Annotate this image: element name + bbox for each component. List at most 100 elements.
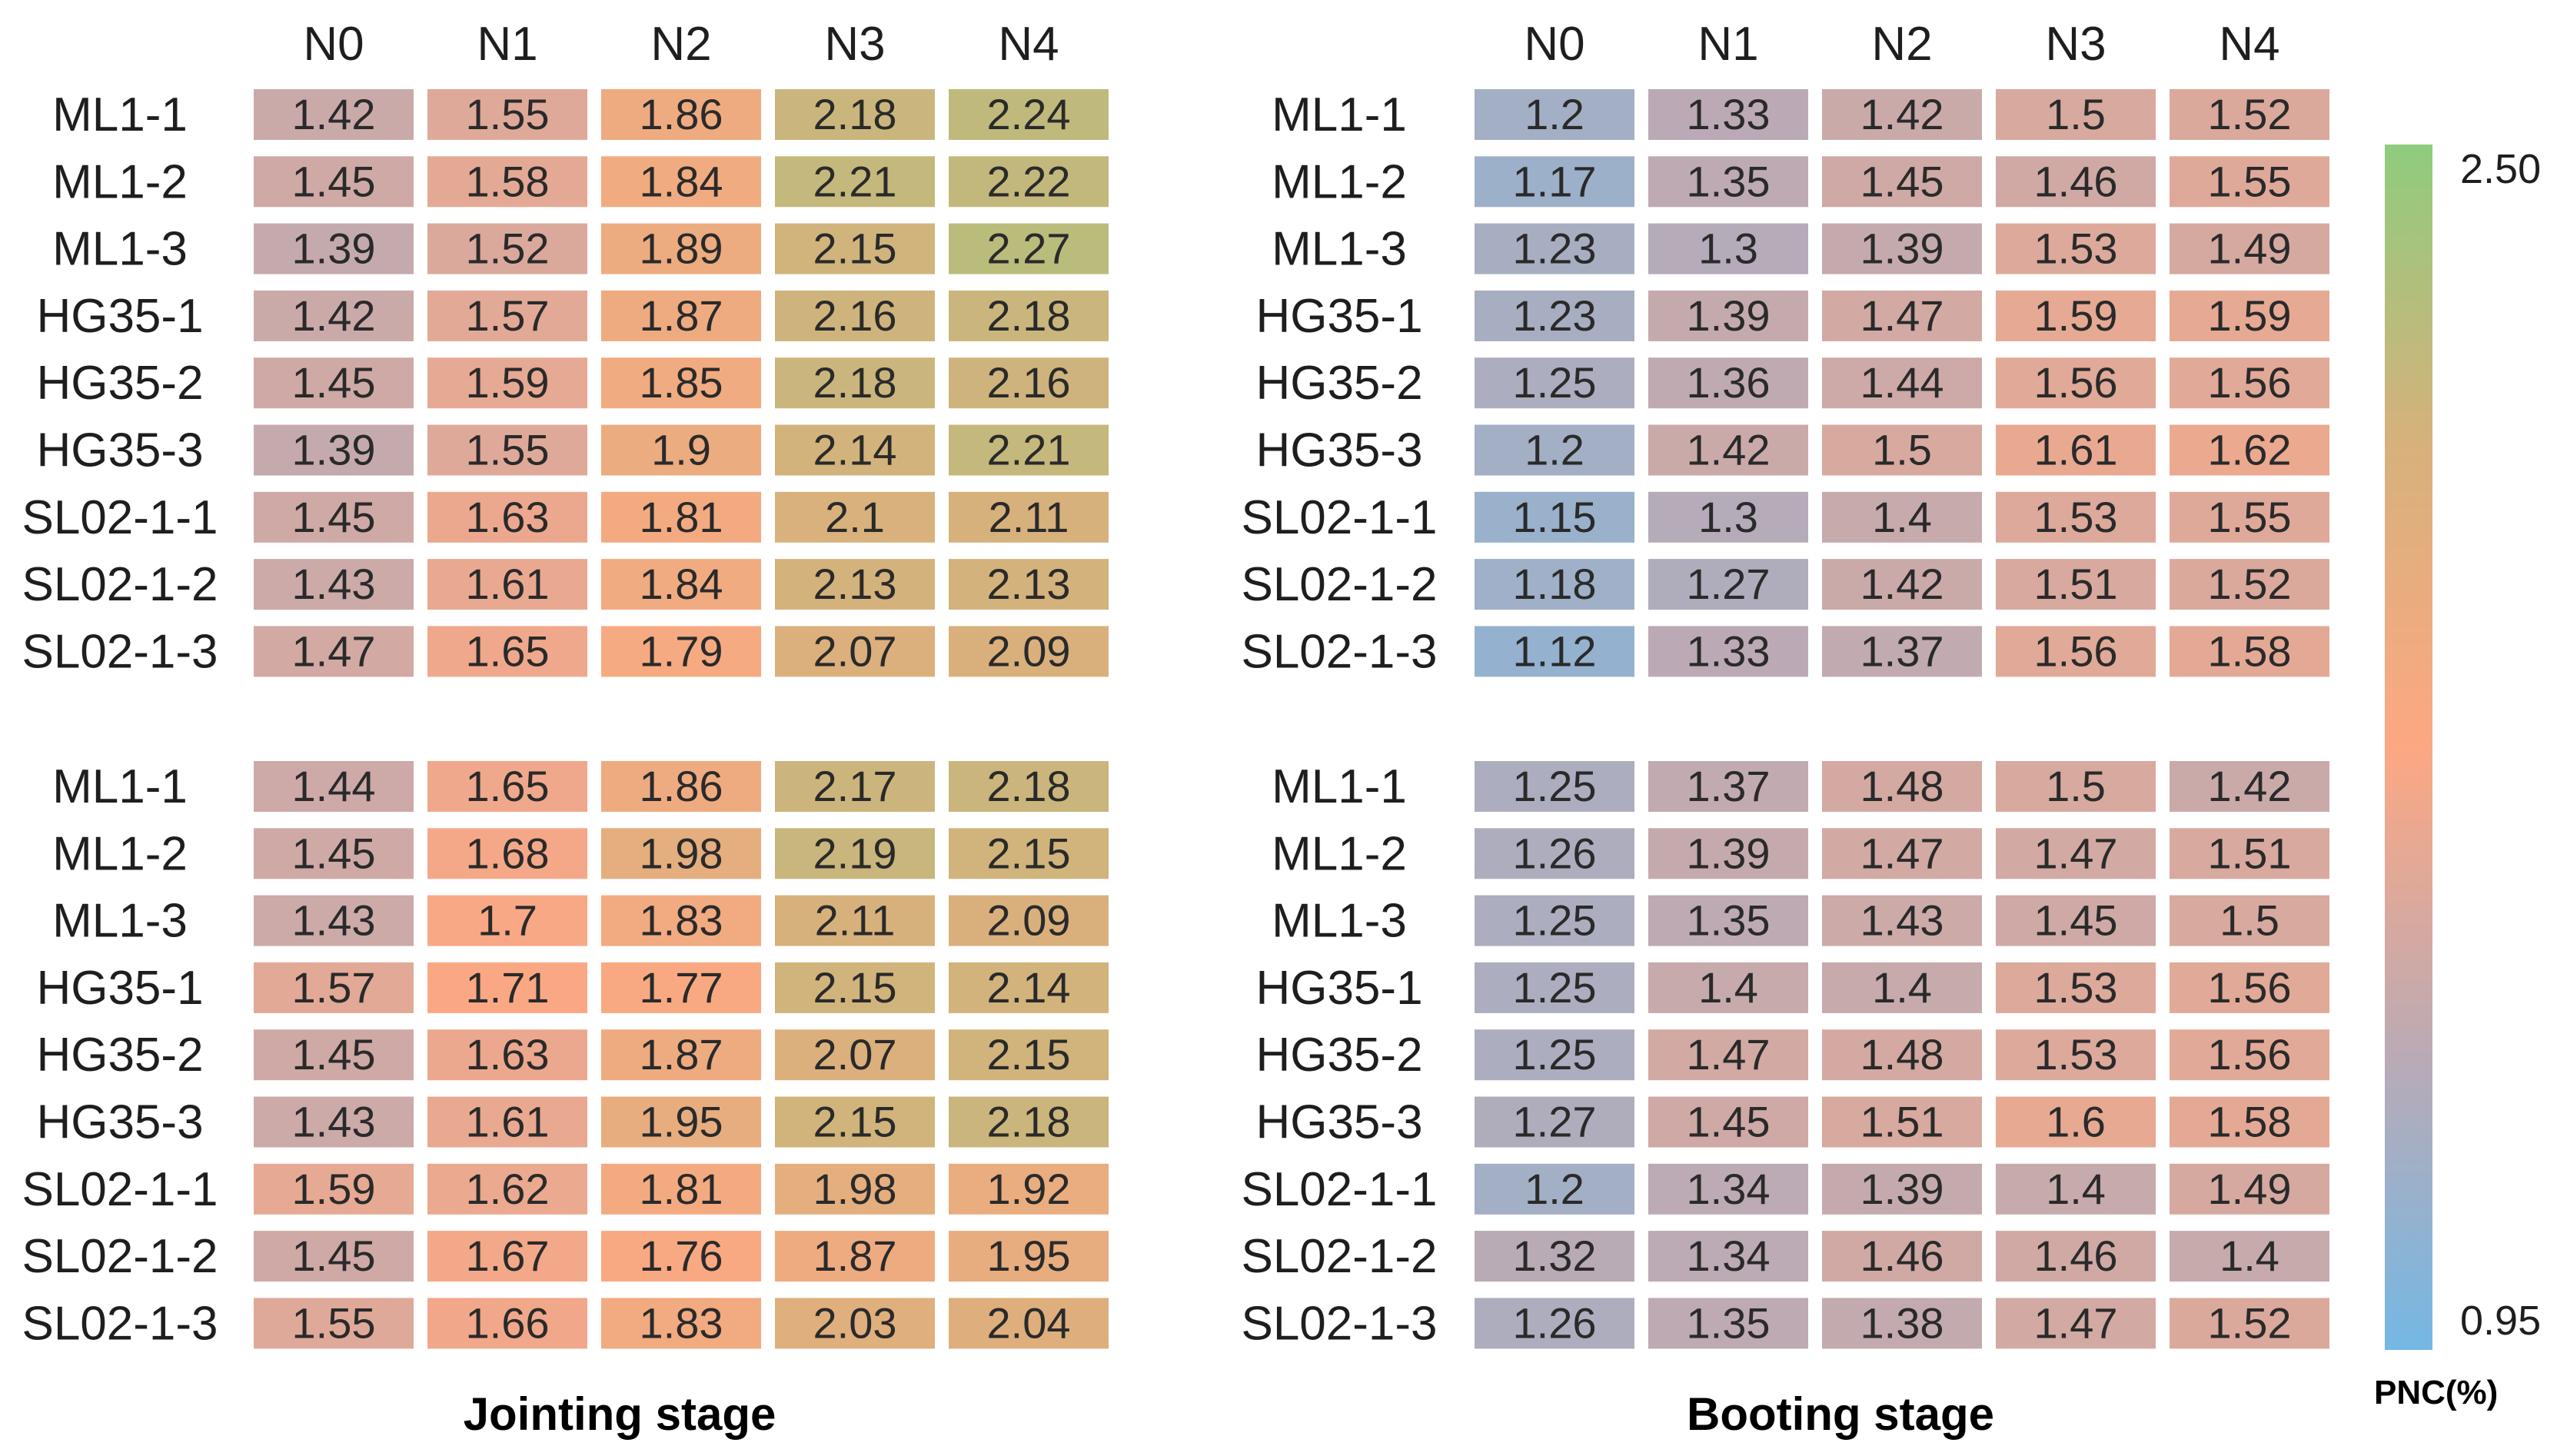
heatmap-cell bbox=[1822, 761, 1982, 812]
cell-value: 1.81 bbox=[640, 1165, 723, 1213]
cell-value: 1.53 bbox=[2034, 224, 2118, 273]
row-label: SL02-1-2 bbox=[22, 558, 218, 611]
heatmap-cell bbox=[2170, 156, 2329, 208]
cell-value: 2.04 bbox=[987, 1298, 1071, 1347]
heatmap-cell bbox=[775, 156, 935, 208]
heatmap-cell bbox=[1996, 761, 2156, 812]
cell-value: 1.87 bbox=[813, 1232, 897, 1280]
cell-value: 1.45 bbox=[292, 1232, 376, 1280]
heatmap-cell bbox=[427, 1298, 587, 1349]
heatmap-cell bbox=[427, 1163, 587, 1215]
heatmap-cell bbox=[1475, 290, 1634, 341]
cell-value: 1.45 bbox=[1687, 1098, 1771, 1146]
heatmap-cell bbox=[2170, 559, 2329, 610]
heatmap-cell bbox=[1475, 962, 1634, 1013]
heatmap-cell bbox=[601, 1029, 761, 1081]
heatmap-cell bbox=[1822, 424, 1982, 476]
cell-value: 1.56 bbox=[2208, 1030, 2292, 1079]
cell-value: 2.13 bbox=[987, 560, 1071, 608]
column-label: N1 bbox=[477, 18, 537, 71]
cell-value: 1.53 bbox=[2034, 963, 2118, 1012]
cell-value: 1.33 bbox=[1687, 627, 1771, 675]
cell-value: 2.15 bbox=[987, 829, 1071, 877]
heatmap-cell bbox=[254, 626, 414, 677]
cell-value: 1.5 bbox=[2220, 896, 2279, 945]
cell-value: 1.46 bbox=[2034, 157, 2118, 205]
cell-value: 1.55 bbox=[466, 90, 550, 138]
heatmap-panels: N0 N1 N2 N3 N4 ML1-1 1.42 1.55 1.86 2.18 2.24 ML1-2… bbox=[22, 18, 2329, 1440]
row-label: HG35-2 bbox=[1255, 1029, 1422, 1082]
panel-1: N0 N1 N2 N3 N4 ML1-1 1.2 1.33 1.42 1.5 1.52 ML1-2 1.… bbox=[1241, 18, 2329, 1440]
heatmap-cell bbox=[1822, 357, 1982, 409]
heatmap-cell bbox=[2170, 1163, 2329, 1215]
heatmap-cell bbox=[1648, 223, 1808, 274]
cell-value: 1.34 bbox=[1687, 1165, 1771, 1213]
heatmap-cell bbox=[1996, 156, 2156, 208]
cell-value: 2.16 bbox=[813, 291, 897, 340]
cell-value: 1.51 bbox=[1860, 1098, 1944, 1146]
cell-value: 1.52 bbox=[466, 224, 550, 273]
heatmap-cell bbox=[1996, 491, 2156, 543]
heatmap-cell bbox=[1822, 1163, 1982, 1215]
row-label: SL02-1-3 bbox=[22, 625, 218, 678]
heatmap-cell bbox=[775, 962, 935, 1013]
heatmap-cell bbox=[1996, 1096, 2156, 1148]
heatmap-cell bbox=[1996, 559, 2156, 610]
heatmap-cell bbox=[949, 491, 1109, 543]
heatmap-cell bbox=[1996, 626, 2156, 677]
cell-value: 1.48 bbox=[1860, 762, 1944, 810]
cell-value: 1.45 bbox=[1860, 157, 1944, 205]
heatmap-cell bbox=[601, 357, 761, 409]
heatmap-cell bbox=[427, 761, 587, 812]
heatmap-cell bbox=[1996, 895, 2156, 946]
heatmap-cell bbox=[949, 223, 1109, 274]
row-label: ML1-1 bbox=[52, 760, 188, 813]
column-label: N3 bbox=[2045, 18, 2106, 71]
heatmap-cell bbox=[601, 559, 761, 610]
cell-value: 1.33 bbox=[1687, 90, 1771, 138]
cell-value: 1.44 bbox=[1860, 358, 1944, 407]
cell-value: 2.18 bbox=[987, 291, 1071, 340]
cell-value: 2.14 bbox=[987, 963, 1071, 1012]
row-label: ML1-3 bbox=[1272, 223, 1407, 276]
heatmap-cell bbox=[949, 1298, 1109, 1349]
cell-value: 1.58 bbox=[466, 157, 550, 205]
cell-value: 1.86 bbox=[640, 762, 723, 810]
row-label: ML1-3 bbox=[52, 223, 188, 276]
cell-value: 1.85 bbox=[640, 358, 723, 407]
cell-value: 1.42 bbox=[1860, 90, 1944, 138]
row-label: ML1-1 bbox=[1272, 760, 1407, 813]
cell-value: 1.39 bbox=[1860, 224, 1944, 273]
cell-value: 1.81 bbox=[640, 493, 723, 541]
row-label: HG35-2 bbox=[36, 1029, 203, 1082]
cell-value: 1.43 bbox=[292, 896, 376, 945]
heatmap-cell bbox=[775, 424, 935, 476]
heatmap-cell bbox=[1822, 491, 1982, 543]
cell-value: 2.11 bbox=[815, 896, 896, 945]
heatmap-cell bbox=[427, 1096, 587, 1148]
cell-value: 2.21 bbox=[987, 426, 1071, 474]
cell-value: 1.63 bbox=[466, 493, 550, 541]
heatmap-cell bbox=[949, 1231, 1109, 1282]
cell-value: 2.18 bbox=[987, 762, 1071, 810]
row-label: HG35-3 bbox=[1255, 424, 1422, 477]
heatmap-cell bbox=[775, 491, 935, 543]
cell-value: 2.18 bbox=[987, 1098, 1071, 1146]
cell-value: 1.51 bbox=[2034, 560, 2118, 608]
heatmap-cell bbox=[427, 156, 587, 208]
heatmap-cell bbox=[2170, 828, 2329, 879]
cell-value: 2.07 bbox=[813, 1030, 897, 1079]
row-label: HG35-1 bbox=[1255, 962, 1422, 1015]
cell-value: 1.42 bbox=[292, 90, 376, 138]
cell-value: 1.49 bbox=[2208, 224, 2292, 273]
row-label: SL02-1-3 bbox=[1241, 625, 1437, 678]
cell-value: 1.47 bbox=[2034, 829, 2118, 877]
heatmap-cell bbox=[1996, 357, 2156, 409]
heatmap-cell bbox=[1648, 828, 1808, 879]
cell-value: 1.46 bbox=[2034, 1232, 2118, 1280]
heatmap-cell bbox=[1648, 626, 1808, 677]
heatmap-cell bbox=[2170, 1298, 2329, 1349]
cell-value: 1.36 bbox=[1687, 358, 1771, 407]
cell-value: 1.87 bbox=[640, 291, 723, 340]
cell-value: 1.63 bbox=[466, 1030, 550, 1079]
